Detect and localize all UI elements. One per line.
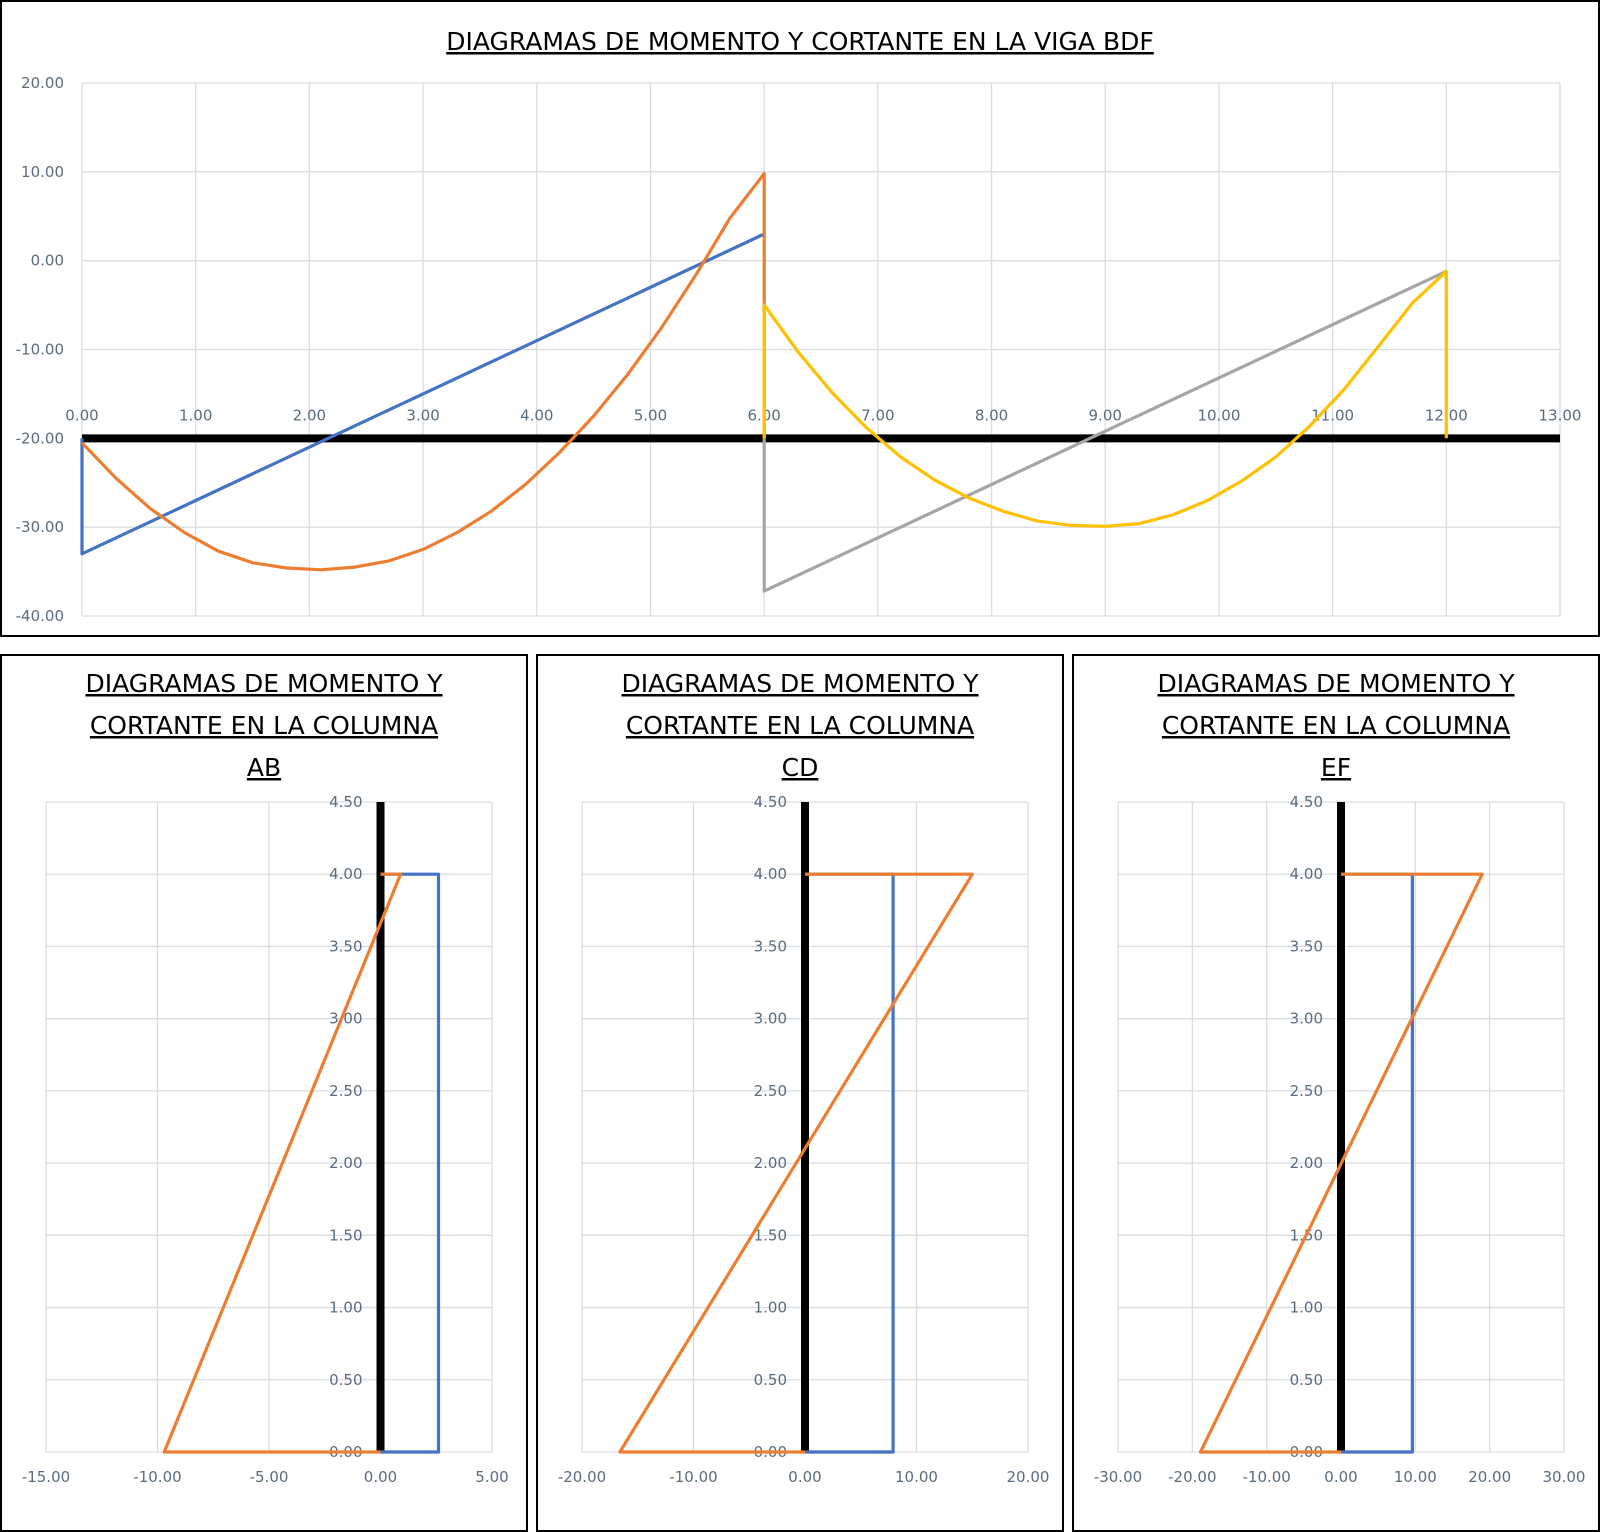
series-line-beam-moment-2 — [762, 269, 1448, 528]
y-tick-label: 4.50 — [1290, 793, 1323, 811]
column-ef-chart: DIAGRAMAS DE MOMENTO Y CORTANTE EN LA COL… — [1094, 669, 1586, 1486]
y-tick-label: 0.50 — [329, 1371, 362, 1389]
y-tick-label: -40.00 — [16, 607, 64, 625]
chart-title: DIAGRAMAS DE MOMENTO Y — [1157, 669, 1515, 698]
x-tick-label: 8.00 — [975, 406, 1008, 424]
x-tick-label: -5.00 — [250, 1468, 289, 1486]
y-tick-label: 3.00 — [754, 1010, 787, 1028]
x-tick-label: -20.00 — [558, 1468, 606, 1486]
y-tick-label: 3.50 — [329, 937, 362, 955]
series-line-beam-shear-2 — [762, 269, 1447, 593]
y-tick-label: 2.00 — [329, 1154, 362, 1172]
x-tick-label: 10.00 — [1197, 406, 1240, 424]
x-tick-label: 7.00 — [861, 406, 894, 424]
x-tick-label: 10.00 — [1394, 1468, 1437, 1486]
column-ab-chart: DIAGRAMAS DE MOMENTO Y CORTANTE EN LA COL… — [22, 669, 509, 1486]
series-line-col-moment — [1198, 872, 1484, 1454]
x-tick-label: 4.00 — [520, 406, 553, 424]
chart-title: CORTANTE EN LA COLUMNA — [626, 711, 974, 740]
chart-title: CORTANTE EN LA COLUMNA — [90, 711, 438, 740]
y-tick-label: 4.50 — [329, 793, 362, 811]
chart-title: CD — [782, 753, 819, 782]
series-line-col-shear — [380, 872, 441, 1454]
x-tick-label: -10.00 — [133, 1468, 181, 1486]
x-tick-label: 0.00 — [1324, 1468, 1357, 1486]
y-tick-label: 1.50 — [329, 1226, 362, 1244]
x-tick-label: 11.00 — [1311, 406, 1354, 424]
y-tick-label: 1.50 — [754, 1226, 787, 1244]
x-tick-label: 0.00 — [788, 1468, 821, 1486]
x-tick-label: -30.00 — [1094, 1468, 1142, 1486]
x-tick-label: 1.00 — [179, 406, 212, 424]
x-tick-label: -10.00 — [669, 1468, 717, 1486]
x-tick-label: 5.00 — [634, 406, 667, 424]
chart-title: DIAGRAMAS DE MOMENTO Y CORTANTE EN LA VI… — [446, 27, 1154, 56]
y-tick-label: 3.50 — [754, 937, 787, 955]
x-tick-label: 10.00 — [895, 1468, 938, 1486]
x-tick-label: 5.00 — [475, 1468, 508, 1486]
column-ab-chart-panel: DIAGRAMAS DE MOMENTO Y CORTANTE EN LA COL… — [0, 654, 528, 1532]
y-tick-label: 0.50 — [754, 1371, 787, 1389]
y-tick-label: 20.00 — [21, 74, 64, 92]
column-ef-chart-panel: DIAGRAMAS DE MOMENTO Y CORTANTE EN LA COL… — [1072, 654, 1600, 1532]
y-tick-label: 1.00 — [329, 1299, 362, 1317]
series-line-col-moment — [162, 872, 403, 1454]
x-tick-label: -15.00 — [22, 1468, 70, 1486]
y-tick-label: 4.00 — [754, 865, 787, 883]
x-tick-label: 20.00 — [1007, 1468, 1050, 1486]
y-tick-label: 4.00 — [329, 865, 362, 883]
y-tick-label: 2.00 — [754, 1154, 787, 1172]
y-tick-label: 3.00 — [1290, 1010, 1323, 1028]
y-tick-label: 2.50 — [329, 1082, 362, 1100]
chart-title: DIAGRAMAS DE MOMENTO Y — [621, 669, 979, 698]
x-tick-label: 0.00 — [65, 406, 98, 424]
y-tick-label: 0.00 — [31, 252, 64, 270]
column-cd-chart: DIAGRAMAS DE MOMENTO Y CORTANTE EN LA COL… — [558, 669, 1050, 1486]
y-tick-label: 2.50 — [754, 1082, 787, 1100]
x-tick-label: 13.00 — [1539, 406, 1582, 424]
x-tick-label: 2.00 — [293, 406, 326, 424]
x-tick-label: 3.00 — [406, 406, 439, 424]
x-tick-label: 0.00 — [364, 1468, 397, 1486]
y-tick-label: -10.00 — [16, 341, 64, 359]
chart-title: DIAGRAMAS DE MOMENTO Y — [85, 669, 443, 698]
beam-chart: DIAGRAMAS DE MOMENTO Y CORTANTE EN LA VI… — [16, 27, 1582, 625]
y-tick-label: 10.00 — [21, 163, 64, 181]
series-line-beam-shear-1 — [80, 232, 765, 556]
chart-title: AB — [247, 753, 281, 782]
x-tick-label: 20.00 — [1468, 1468, 1511, 1486]
chart-title: EF — [1321, 753, 1351, 782]
y-tick-label: 2.00 — [1290, 1154, 1323, 1172]
y-tick-label: 4.00 — [1290, 865, 1323, 883]
y-tick-label: 3.50 — [1290, 937, 1323, 955]
x-tick-label: 30.00 — [1543, 1468, 1586, 1486]
y-tick-label: 4.50 — [754, 793, 787, 811]
x-tick-label: -10.00 — [1242, 1468, 1290, 1486]
y-tick-label: 2.50 — [1290, 1082, 1323, 1100]
y-tick-label: -30.00 — [16, 518, 64, 536]
y-tick-label: 3.00 — [329, 1010, 362, 1028]
series-line-col-moment — [618, 872, 974, 1454]
chart-title: CORTANTE EN LA COLUMNA — [1162, 711, 1510, 740]
y-tick-label: 1.00 — [1290, 1299, 1323, 1317]
beam-chart-panel: DIAGRAMAS DE MOMENTO Y CORTANTE EN LA VI… — [0, 0, 1600, 637]
series-line-beam-moment-1 — [80, 172, 766, 572]
x-tick-label: 9.00 — [1089, 406, 1122, 424]
y-tick-label: -20.00 — [16, 429, 64, 447]
y-tick-label: 1.00 — [754, 1299, 787, 1317]
column-cd-chart-panel: DIAGRAMAS DE MOMENTO Y CORTANTE EN LA COL… — [536, 654, 1064, 1532]
y-tick-label: 0.50 — [1290, 1371, 1323, 1389]
x-tick-label: -20.00 — [1168, 1468, 1216, 1486]
